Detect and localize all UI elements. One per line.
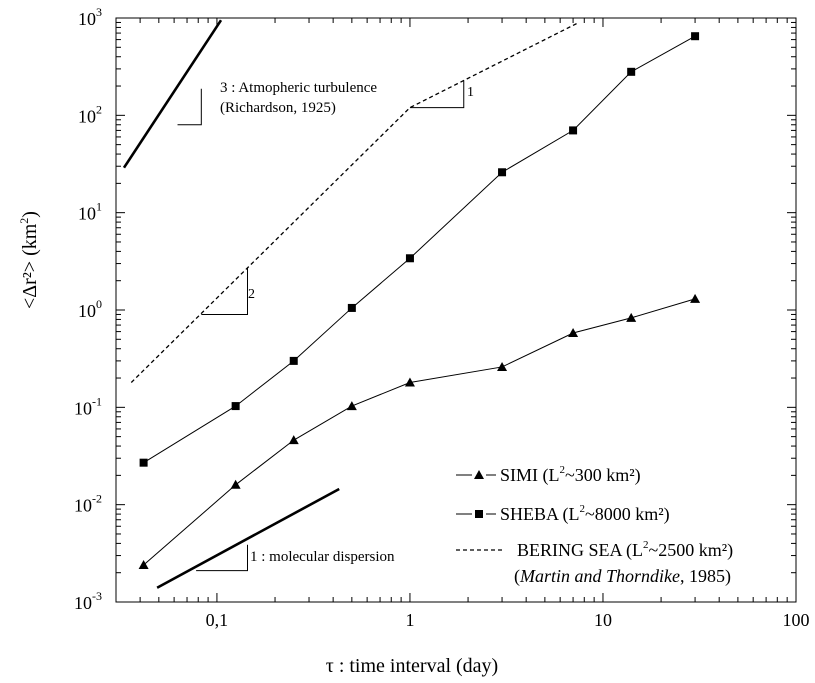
legend: SIMI (L2~300 km²) SHEBA (L2~8000 km²) BE…: [456, 464, 733, 587]
reference-lines: [122, 19, 340, 589]
square-marker: [231, 402, 240, 411]
legend-label-simi: SIMI (L2~300 km²): [500, 464, 641, 486]
y-tick-label: 103: [78, 5, 102, 29]
triangle-marker: [346, 401, 357, 411]
x-tick-label: 10: [594, 610, 612, 630]
y-tick-label: 102: [78, 102, 102, 126]
legend-citation: (Martin and Thorndike, 1985): [514, 566, 731, 587]
slope-label-2: 2: [248, 287, 255, 302]
square-marker: [498, 168, 507, 177]
legend-triangle-marker: [474, 470, 484, 479]
atmospheric-turbulence-line: [122, 19, 223, 169]
square-marker: [569, 126, 578, 135]
triangle-marker: [690, 293, 701, 303]
y-tick-label: 10-1: [74, 394, 102, 418]
square-marker: [627, 67, 636, 76]
x-axis-title: τ : time interval (day): [326, 655, 498, 677]
triangle-marker: [626, 312, 637, 322]
atmospheric-turbulence-label: 3 : Atmopheric turbulence: [220, 80, 377, 96]
square-marker: [139, 458, 148, 467]
y-tick-label: 10-3: [74, 589, 102, 613]
square-marker: [289, 356, 298, 365]
slope-label-1: 1: [467, 85, 474, 100]
triangle-marker: [230, 479, 241, 489]
x-tick-label: 100: [783, 610, 810, 630]
slope-triangle-1-top: [409, 80, 465, 109]
triangle-marker: [497, 361, 508, 371]
molecular-dispersion-label: 1 : molecular dispersion: [250, 549, 395, 565]
legend-item-simi: SIMI (L2~300 km²): [456, 464, 641, 486]
x-tick-label: 0,1: [206, 610, 229, 630]
y-tick-label: 10-2: [74, 492, 102, 516]
axis-ticks: 0,1 1 10 100 10-3 10-2 10-1 100 101 102 103: [74, 5, 810, 630]
slope-triangle-1-bottom: [196, 544, 248, 572]
slope-triangle-2: [201, 267, 248, 315]
triangle-marker: [568, 328, 579, 338]
triangle-marker: [288, 435, 299, 445]
molecular-dispersion-line: [156, 487, 340, 589]
triangle-marker: [138, 559, 149, 569]
legend-label-sheba: SHEBA (L2~8000 km²): [500, 503, 670, 525]
y-axis-title: <Δr²> (km2): [17, 211, 41, 309]
x-tick-label: 1: [405, 610, 414, 630]
square-marker: [347, 303, 356, 312]
slope-triangle-3: [177, 88, 202, 126]
square-marker: [691, 32, 700, 41]
legend-item-bering-sea: BERING SEA (L2~2500 km²) (Martin and Tho…: [456, 539, 733, 587]
legend-label-bering-sea: BERING SEA (L2~2500 km²): [517, 539, 733, 561]
square-marker: [405, 254, 414, 263]
slope-triangles: [177, 80, 465, 572]
triangle-marker: [404, 377, 415, 387]
richardson-citation-label: (Richardson, 1925): [220, 100, 336, 116]
legend-item-sheba: SHEBA (L2~8000 km²): [456, 503, 670, 525]
legend-square-marker: [475, 510, 483, 518]
series-group: [130, 21, 701, 569]
y-tick-label: 101: [78, 200, 102, 224]
y-tick-label: 100: [78, 297, 102, 321]
